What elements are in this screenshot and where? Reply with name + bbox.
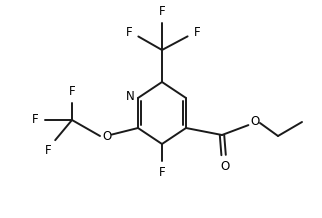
- Text: F: F: [32, 114, 38, 126]
- Text: N: N: [126, 90, 134, 104]
- Text: O: O: [251, 116, 260, 128]
- Text: F: F: [194, 27, 200, 39]
- Text: F: F: [159, 165, 165, 179]
- Text: O: O: [220, 160, 230, 172]
- Text: F: F: [159, 5, 165, 19]
- Text: F: F: [126, 27, 132, 39]
- Text: F: F: [69, 85, 75, 99]
- Text: F: F: [45, 143, 51, 157]
- Text: O: O: [102, 129, 112, 143]
